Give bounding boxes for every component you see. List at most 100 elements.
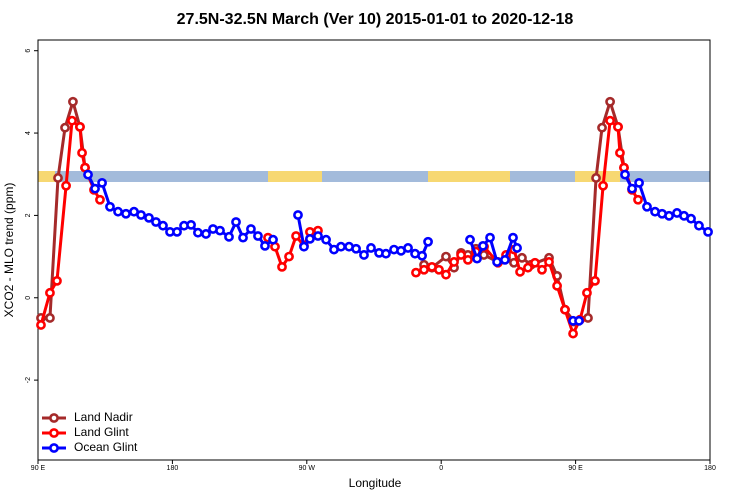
x-tick-label: 0 [439, 465, 443, 472]
legend-marker [49, 413, 59, 423]
data-point [703, 226, 713, 237]
data-point [552, 280, 562, 291]
legend-label: Land Nadir [74, 410, 133, 424]
data-point [517, 252, 527, 263]
data-point [68, 96, 78, 107]
data-point [485, 232, 495, 243]
data-point [568, 328, 578, 339]
data-point [231, 217, 241, 227]
data-point [53, 173, 63, 183]
plot-frame [37, 39, 711, 461]
data-point [694, 220, 704, 231]
data-point [560, 304, 570, 315]
data-point [478, 240, 488, 251]
x-tick-label: 90 E [31, 465, 46, 472]
legend-marker [49, 428, 59, 438]
x-axis-label: Longitude [349, 476, 402, 490]
data-point [615, 147, 625, 158]
data-point [321, 234, 331, 245]
data-point [472, 253, 482, 264]
data-point [105, 201, 115, 212]
data-point [305, 233, 315, 244]
data-point [136, 210, 146, 220]
data-point [537, 264, 547, 275]
data-point [492, 257, 502, 267]
data-point [411, 267, 421, 278]
data-point [97, 177, 107, 188]
data-point [193, 227, 203, 238]
data-point [582, 287, 592, 298]
data-point [500, 254, 510, 265]
data-point [77, 147, 87, 158]
data-point [634, 177, 644, 188]
data-point [512, 243, 522, 253]
data-point [441, 269, 451, 280]
data-point [277, 261, 287, 272]
data-point [441, 251, 451, 262]
x-tick-label: 180 [167, 465, 179, 472]
data-point [75, 121, 85, 132]
y-tick-label: 0 [25, 296, 32, 300]
data-point [268, 234, 278, 245]
data-point [544, 257, 554, 267]
data-point [336, 241, 346, 252]
data-point [246, 224, 256, 234]
data-point [574, 315, 584, 326]
data-point [60, 122, 70, 133]
legend-label: Land Glint [74, 425, 129, 439]
data-point [598, 180, 608, 191]
data-point [284, 251, 294, 262]
x-tick-label: 90 W [299, 465, 316, 472]
data-point [633, 194, 643, 205]
y-tick-label: 2 [25, 213, 32, 217]
data-point [366, 243, 376, 253]
data-point [449, 257, 459, 267]
data-point [61, 180, 71, 191]
data-point [463, 254, 473, 265]
legend-marker [49, 443, 59, 453]
data-point [95, 194, 105, 205]
data-point [238, 232, 248, 243]
data-point [83, 169, 93, 180]
data-point [508, 232, 518, 243]
data-point [664, 210, 674, 221]
legend-label: Ocean Glint [74, 440, 138, 454]
data-point [359, 250, 369, 260]
data-point [67, 115, 77, 126]
data-point [627, 183, 637, 194]
data-point [642, 201, 652, 212]
data-point [293, 210, 303, 220]
data-point [423, 236, 433, 247]
series-line [423, 96, 626, 324]
data-point [45, 313, 55, 323]
data-point [605, 96, 615, 107]
data-point [36, 320, 46, 330]
data-point [253, 231, 263, 241]
data-point [121, 208, 131, 219]
data-point [417, 250, 427, 261]
data-point [515, 266, 525, 277]
data-point [590, 275, 600, 286]
data-point [419, 264, 429, 275]
data-point [456, 250, 466, 260]
data-point [299, 241, 309, 252]
chart-title: 27.5N-32.5N March (Ver 10) 2015-01-01 to… [177, 11, 574, 28]
data-point [465, 234, 475, 245]
y-tick-label: -2 [25, 377, 32, 383]
data-point [224, 231, 234, 242]
data-point [186, 219, 196, 230]
data-point [151, 217, 161, 227]
data-point [403, 243, 413, 253]
data-point [90, 183, 100, 194]
data-point [291, 231, 301, 241]
data-point [686, 213, 696, 224]
data-point [45, 287, 55, 298]
data-point [113, 206, 123, 217]
data-point [215, 225, 225, 236]
data-point [613, 121, 623, 132]
data-point [172, 226, 182, 237]
data-point [144, 212, 154, 223]
data-point [530, 257, 540, 268]
data-point [434, 264, 444, 275]
